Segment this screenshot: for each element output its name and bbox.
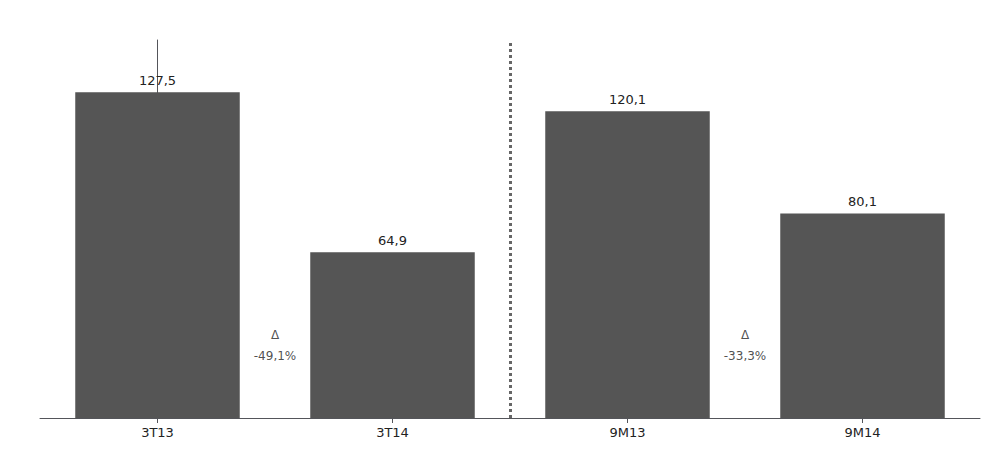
- svg-text:3T14: 3T14: [376, 425, 409, 440]
- svg-text:3T13: 3T13: [141, 425, 174, 440]
- svg-text:80,1: 80,1: [848, 194, 877, 209]
- svg-text:Δ: Δ: [741, 328, 750, 342]
- svg-text:-33,3%: -33,3%: [724, 349, 766, 363]
- svg-text:Δ: Δ: [271, 328, 280, 342]
- svg-text:9M13: 9M13: [609, 425, 645, 440]
- svg-text:120,1: 120,1: [609, 92, 646, 107]
- svg-text:64,9: 64,9: [378, 233, 407, 248]
- svg-text:9M14: 9M14: [844, 425, 880, 440]
- svg-text:-49,1%: -49,1%: [254, 349, 296, 363]
- svg-text:127,5: 127,5: [139, 73, 176, 88]
